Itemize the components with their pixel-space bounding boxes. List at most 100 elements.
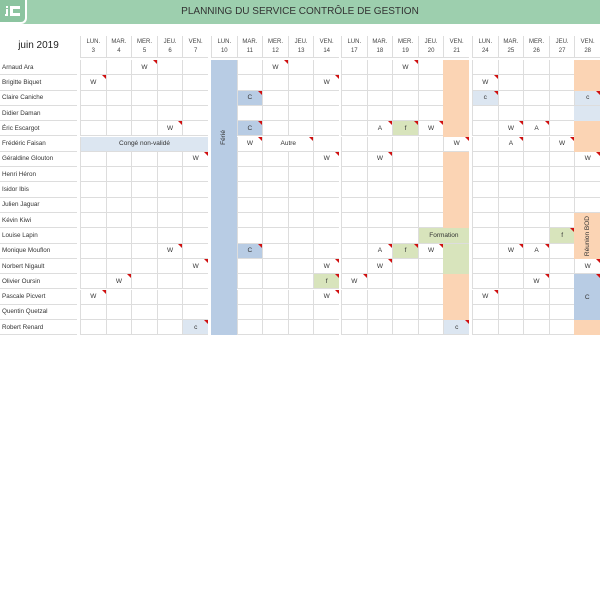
planning-cell[interactable] [236, 258, 263, 275]
planning-cell[interactable] [105, 105, 132, 122]
planning-cell[interactable] [131, 243, 157, 259]
entry-cell[interactable]: C [236, 243, 263, 259]
entry-cell[interactable]: Autre [262, 136, 314, 152]
planning-cell[interactable] [156, 304, 183, 321]
planning-cell[interactable] [497, 228, 524, 244]
planning-cell[interactable] [182, 274, 208, 290]
entry-cell[interactable]: Formation [417, 228, 469, 244]
entry-cell[interactable]: W [366, 151, 393, 168]
planning-cell[interactable] [341, 243, 367, 259]
planning-cell[interactable] [182, 60, 208, 76]
planning-cell[interactable] [366, 228, 393, 244]
planning-cell[interactable] [523, 213, 549, 229]
planning-cell[interactable] [131, 197, 157, 213]
planning-cell[interactable] [131, 75, 157, 91]
planning-cell[interactable] [417, 90, 444, 106]
planning-cell[interactable] [313, 105, 339, 122]
planning-cell[interactable] [417, 182, 444, 198]
planning-cell[interactable] [548, 60, 575, 76]
day-fill[interactable] [443, 151, 469, 229]
planning-cell[interactable] [472, 121, 498, 137]
planning-cell[interactable] [80, 182, 106, 198]
planning-cell[interactable] [523, 228, 549, 244]
comment-flag-icon[interactable] [493, 90, 498, 95]
planning-cell[interactable] [523, 304, 549, 321]
planning-cell[interactable] [105, 182, 132, 198]
planning-cell[interactable] [392, 228, 418, 244]
entry-cell[interactable]: W [574, 258, 600, 275]
planning-cell[interactable] [287, 274, 314, 290]
planning-cell[interactable] [313, 213, 339, 229]
planning-cell[interactable] [341, 151, 367, 168]
entry-cell[interactable]: W [472, 75, 498, 91]
planning-cell[interactable] [105, 121, 132, 137]
planning-cell[interactable] [156, 197, 183, 213]
planning-cell[interactable] [105, 243, 132, 259]
event-block[interactable]: C [574, 274, 600, 321]
planning-cell[interactable] [366, 60, 393, 76]
comment-flag-icon[interactable] [519, 121, 524, 126]
entry-cell[interactable]: W [313, 289, 339, 305]
planning-cell[interactable] [105, 90, 132, 106]
entry-cell[interactable]: A [497, 136, 524, 152]
planning-cell[interactable] [472, 105, 498, 122]
comment-flag-icon[interactable] [334, 75, 339, 80]
entry-cell[interactable]: W [105, 274, 132, 290]
planning-cell[interactable] [105, 151, 132, 168]
planning-cell[interactable] [105, 304, 132, 321]
planning-cell[interactable] [236, 60, 263, 76]
planning-cell[interactable] [262, 258, 288, 275]
planning-cell[interactable] [236, 167, 263, 183]
planning-cell[interactable] [262, 289, 288, 305]
event-block[interactable]: Réunion BOD [574, 213, 600, 259]
planning-cell[interactable] [523, 258, 549, 275]
planning-cell[interactable] [287, 228, 314, 244]
comment-flag-icon[interactable] [258, 121, 263, 126]
planning-cell[interactable] [131, 90, 157, 106]
planning-cell[interactable] [392, 75, 418, 91]
planning-cell[interactable] [80, 167, 106, 183]
planning-cell[interactable] [156, 60, 183, 76]
planning-cell[interactable] [417, 75, 444, 91]
planning-cell[interactable] [497, 258, 524, 275]
planning-cell[interactable] [313, 90, 339, 106]
planning-cell[interactable] [497, 320, 524, 336]
planning-cell[interactable] [472, 304, 498, 321]
comment-flag-icon[interactable] [203, 151, 208, 156]
planning-cell[interactable] [156, 105, 183, 122]
planning-cell[interactable] [472, 151, 498, 168]
planning-cell[interactable] [341, 136, 367, 152]
entry-cell[interactable]: W [80, 289, 106, 305]
planning-cell[interactable] [392, 105, 418, 122]
entry-cell[interactable]: W [417, 243, 444, 259]
planning-cell[interactable] [417, 151, 444, 168]
entry-cell[interactable]: c [574, 90, 600, 106]
planning-cell[interactable] [182, 90, 208, 106]
planning-cell[interactable] [236, 182, 263, 198]
planning-cell[interactable] [548, 304, 575, 321]
planning-cell[interactable] [523, 90, 549, 106]
planning-cell[interactable] [287, 182, 314, 198]
planning-cell[interactable] [80, 105, 106, 122]
entry-cell[interactable]: W [548, 136, 575, 152]
planning-cell[interactable] [156, 274, 183, 290]
planning-cell[interactable] [472, 213, 498, 229]
planning-cell[interactable] [497, 60, 524, 76]
comment-flag-icon[interactable] [595, 258, 600, 263]
planning-cell[interactable] [313, 243, 339, 259]
planning-cell[interactable] [236, 197, 263, 213]
planning-cell[interactable] [262, 320, 288, 336]
planning-cell[interactable] [341, 320, 367, 336]
planning-cell[interactable] [131, 289, 157, 305]
planning-cell[interactable] [262, 304, 288, 321]
entry-cell[interactable]: W [156, 121, 183, 137]
planning-cell[interactable] [262, 182, 288, 198]
planning-cell[interactable] [313, 304, 339, 321]
planning-cell[interactable] [417, 105, 444, 122]
planning-cell[interactable] [392, 136, 418, 152]
entry-cell[interactable]: c [443, 320, 469, 336]
planning-cell[interactable] [366, 182, 393, 198]
planning-cell[interactable] [80, 258, 106, 275]
planning-cell[interactable] [236, 228, 263, 244]
entry-cell[interactable]: W [497, 243, 524, 259]
